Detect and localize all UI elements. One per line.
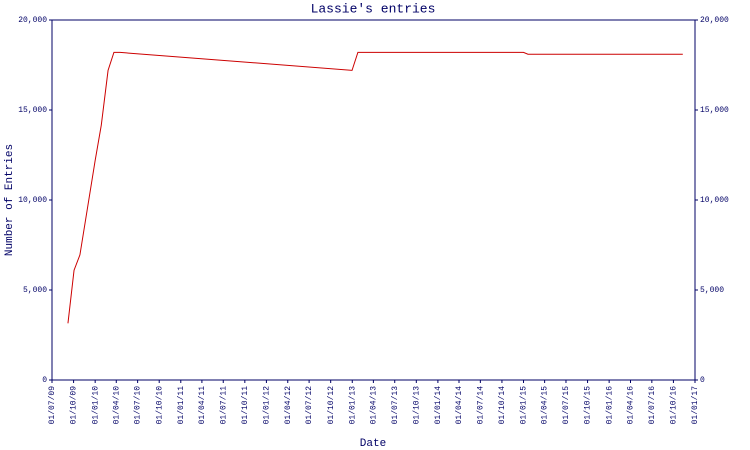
x-tick-label: 01/01/11: [177, 386, 186, 425]
x-tick-label: 01/07/15: [562, 386, 571, 425]
x-tick-label: 01/10/14: [498, 386, 507, 425]
x-tick-label: 01/07/13: [391, 386, 400, 425]
data-line: [67, 51, 683, 324]
y-tick-label: 10,000: [18, 196, 47, 205]
y2-tick-label: 10,000: [700, 196, 729, 205]
x-tick-label: 01/04/16: [627, 386, 636, 425]
x-tick-label: 01/10/15: [584, 386, 593, 425]
x-tick-label: 01/04/13: [369, 386, 378, 425]
x-axis-label: Date: [360, 438, 386, 450]
x-tick-label: 01/10/11: [241, 386, 250, 425]
x-tick-label: 01/01/13: [348, 386, 357, 425]
x-tick-label: 01/10/13: [412, 386, 421, 425]
y2-tick-label: 20,000: [700, 16, 729, 25]
x-tick-label: 01/10/09: [70, 386, 79, 425]
x-tick-label: 01/07/11: [219, 386, 228, 425]
x-tick-label: 01/01/15: [520, 386, 529, 425]
y-tick-label: 0: [42, 376, 47, 385]
x-tick-label: 01/07/10: [134, 386, 143, 425]
x-tick-label: 01/01/14: [434, 386, 443, 425]
x-tick-label: 01/07/16: [648, 386, 657, 425]
x-tick-label: 01/07/12: [305, 386, 314, 425]
x-tick-label: 01/10/16: [670, 386, 679, 425]
x-tick-label: 01/10/12: [327, 386, 336, 425]
y2-tick-label: 5,000: [700, 286, 724, 295]
plot-frame: [51, 19, 696, 381]
y2-tick-label: 0: [700, 376, 705, 385]
y2-tick-label: 15,000: [700, 106, 729, 115]
y-axis-label: Number of Entries: [4, 144, 16, 256]
x-tick-label: 01/01/10: [91, 386, 100, 425]
x-tick-label: 01/04/14: [455, 386, 464, 425]
x-tick-label: 01/04/12: [284, 386, 293, 425]
x-tick-label: 01/01/17: [691, 386, 700, 425]
y-tick-label: 5,000: [23, 286, 47, 295]
x-tick-label: 01/07/14: [476, 386, 485, 425]
x-tick-label: 01/01/16: [605, 386, 614, 425]
chart-title: Lassie's entries: [311, 1, 436, 16]
x-tick-label: 01/07/09: [48, 386, 57, 425]
x-tick-label: 01/10/10: [155, 386, 164, 425]
y-tick-label: 15,000: [18, 106, 47, 115]
x-tick-label: 01/01/12: [263, 386, 272, 425]
x-tick-label: 01/04/15: [541, 386, 550, 425]
x-tick-label: 01/04/11: [198, 386, 207, 425]
y-tick-label: 20,000: [18, 16, 47, 25]
x-tick-label: 01/04/10: [112, 386, 121, 425]
